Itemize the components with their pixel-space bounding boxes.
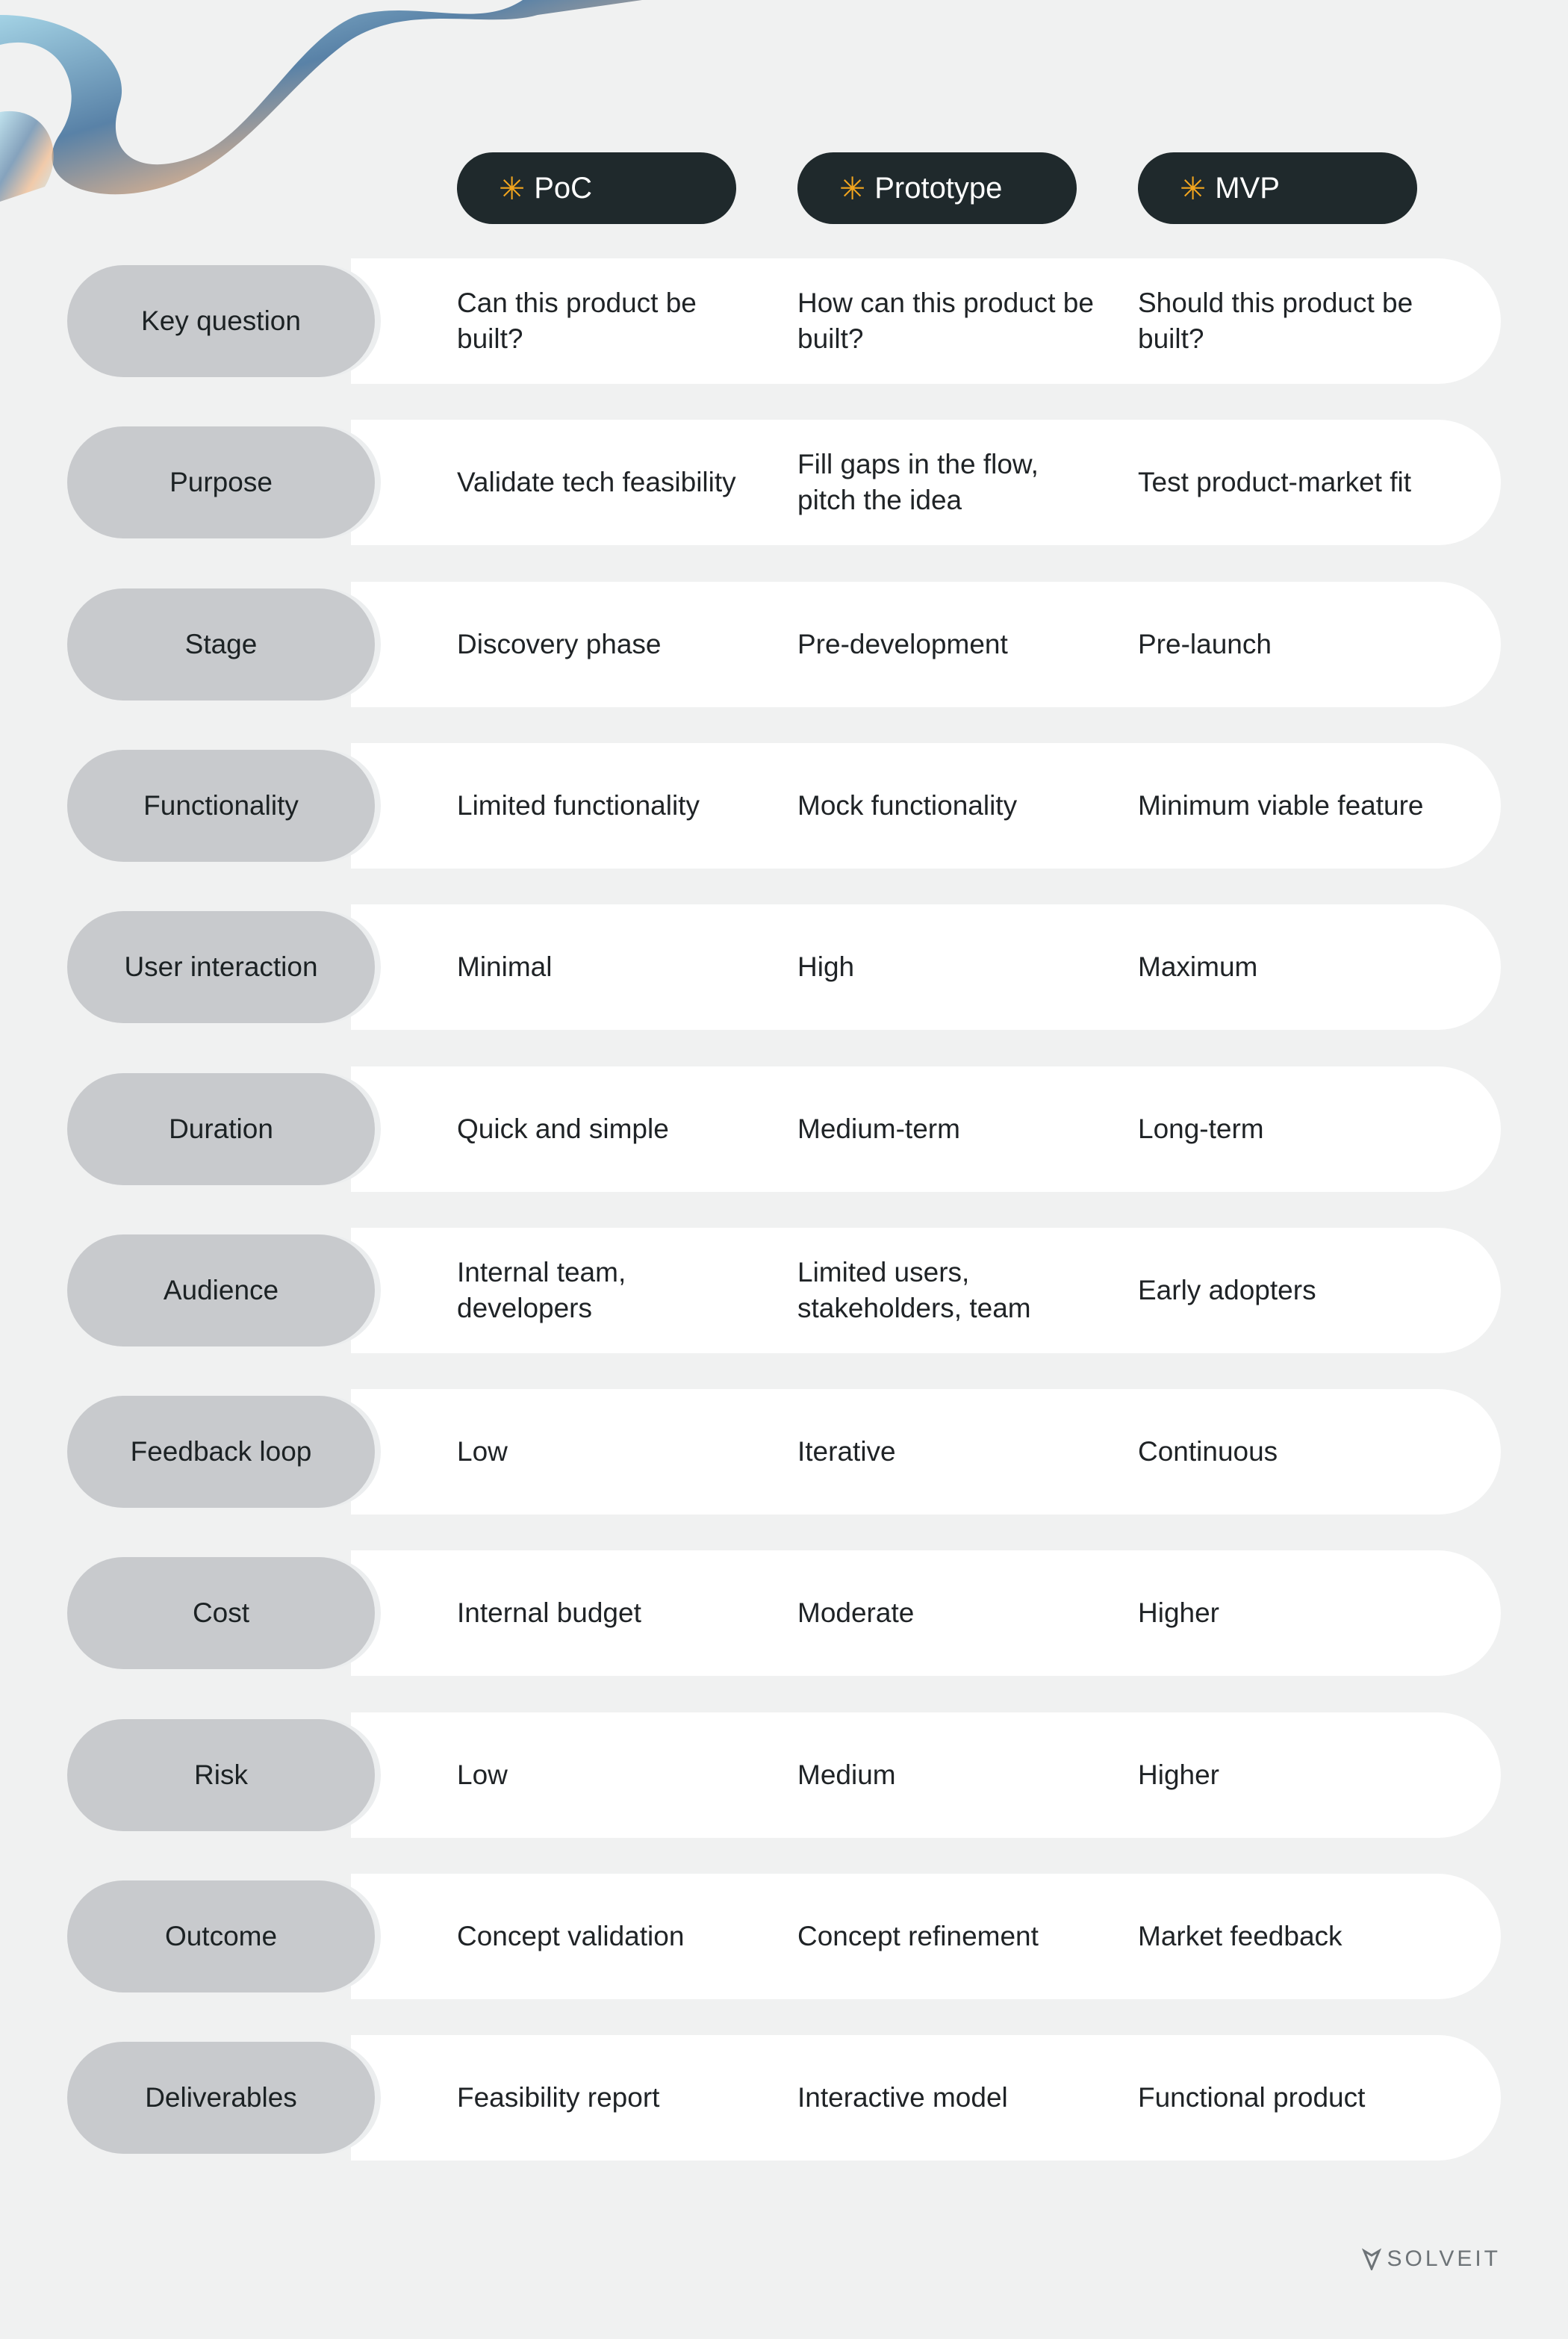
header-text: MVP	[1215, 171, 1280, 205]
row-label: Stage	[67, 588, 375, 701]
row-label: Functionality	[67, 749, 375, 862]
glass-shape	[0, 0, 642, 195]
row-background	[351, 258, 1501, 384]
table-cell: Fill gaps in the flow, pitch the idea	[797, 449, 1039, 516]
table-cell: Discovery phase	[457, 628, 662, 659]
table-cell: Minimal	[457, 951, 553, 983]
row-label: Outcome	[67, 1880, 375, 1992]
table-cell: Iterative	[797, 1436, 896, 1467]
table-cell: Feasibility report	[457, 2082, 660, 2113]
table-cell: Higher	[1138, 1597, 1219, 1629]
brand-icon	[1361, 2248, 1381, 2270]
table-cell: Quick and simple	[457, 1113, 669, 1144]
table-cell: Concept validation	[457, 1921, 685, 1951]
table-cell: Internal team, developers	[457, 1256, 626, 1323]
table-cell: High	[797, 951, 855, 983]
table-cell: Moderate	[797, 1597, 915, 1629]
row-background	[351, 1389, 1501, 1515]
row-label: Key question	[67, 265, 375, 377]
row-label: Audience	[67, 1234, 375, 1346]
table-cell: Market feedback	[1138, 1921, 1343, 1951]
table-cell: Maximum	[1138, 951, 1258, 983]
table-cell: How can this product be built?	[797, 288, 1094, 354]
header-icon: ✳	[499, 170, 526, 206]
row-background	[351, 904, 1501, 1031]
table-cell: Interactive model	[797, 2082, 1008, 2113]
table-cell: Low	[457, 1759, 508, 1790]
row-label: Purpose	[67, 426, 375, 539]
table-cell: Test product-market fit	[1138, 467, 1412, 498]
row-background	[351, 1712, 1501, 1838]
table-cell: Medium-term	[797, 1113, 960, 1144]
table-cell: Low	[457, 1436, 508, 1467]
table-cell: Early adopters	[1138, 1274, 1316, 1305]
row-background	[351, 420, 1501, 546]
header-icon: ✳	[839, 170, 866, 206]
row-label: Deliverables	[67, 2042, 375, 2155]
row-background	[351, 1550, 1501, 1677]
glass-decoration	[0, 0, 642, 202]
column-header: ✳ Prototype	[797, 152, 1077, 224]
table-cell: Minimum viable feature	[1138, 789, 1424, 821]
brand: SOLVEIT	[1361, 2246, 1501, 2272]
table-cell: Should this product be built?	[1138, 288, 1413, 354]
table-cell: Mock functionality	[797, 789, 1018, 821]
table-cell: Pre-launch	[1138, 628, 1272, 659]
column-header: ✳ PoC	[457, 152, 736, 224]
row-label: Feedback loop	[67, 1396, 375, 1509]
row-label: Cost	[67, 1557, 375, 1670]
table-cell: Pre-development	[797, 628, 1008, 659]
row-background	[351, 1066, 1501, 1192]
row-label: Duration	[67, 1072, 375, 1185]
table-cell: Validate tech feasibility	[457, 467, 736, 498]
table-cell: Concept refinement	[797, 1921, 1039, 1951]
row-background	[351, 2035, 1501, 2161]
header-text: Prototype	[874, 171, 1003, 205]
table-cell: Continuous	[1138, 1436, 1278, 1467]
header-icon: ✳	[1180, 170, 1207, 206]
table-cell: Can this product be built?	[457, 288, 697, 354]
row-background	[351, 1227, 1501, 1353]
table-cell: Functional product	[1138, 2082, 1366, 2113]
brand-name: SOLVEIT	[1387, 2246, 1501, 2271]
table-cell: Internal budget	[457, 1597, 641, 1629]
row-background	[351, 742, 1501, 869]
column-header: ✳ MVP	[1138, 152, 1417, 224]
row-label: Risk	[67, 1718, 375, 1831]
row-label: User interaction	[67, 911, 375, 1024]
row-background	[351, 581, 1501, 707]
table-cell: Long-term	[1138, 1113, 1264, 1144]
header-text: PoC	[534, 171, 593, 205]
table-cell: Limited users, stakeholders, team	[797, 1256, 1031, 1323]
glass-shape	[0, 111, 54, 202]
table-cell: Limited functionality	[457, 789, 700, 821]
table-cell: Medium	[797, 1759, 896, 1790]
row-background	[351, 1874, 1501, 1999]
table-cell: Higher	[1138, 1759, 1219, 1790]
